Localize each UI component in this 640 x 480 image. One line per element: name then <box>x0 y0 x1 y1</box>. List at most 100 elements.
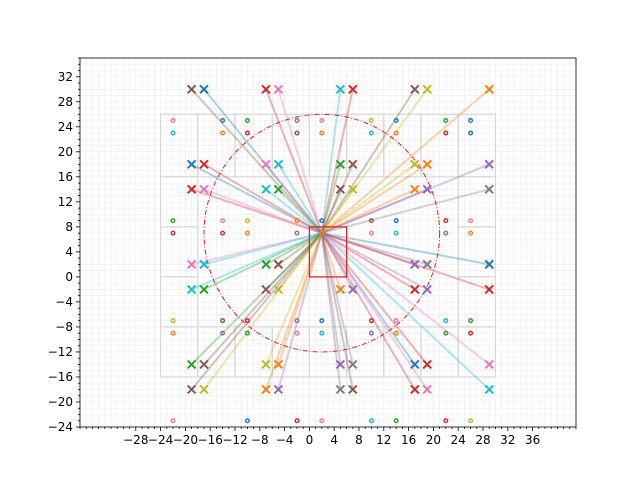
x-marker <box>422 384 432 395</box>
dot-marker <box>443 418 449 424</box>
ray-line <box>265 232 323 266</box>
x-marker <box>422 184 432 195</box>
ray-line <box>320 232 416 366</box>
x-marker <box>348 359 358 370</box>
x-marker <box>199 359 209 370</box>
x-tick-label: −4 <box>276 433 294 447</box>
y-tick-label: −12 <box>48 345 73 359</box>
dot-marker <box>294 330 300 336</box>
dot-marker <box>443 230 449 236</box>
x-marker <box>199 159 209 170</box>
dot-marker <box>294 130 300 136</box>
ray-line <box>321 232 490 266</box>
dot-marker <box>244 130 250 136</box>
markers <box>170 84 494 424</box>
origin-rectangle <box>308 226 348 278</box>
x-marker <box>261 359 271 370</box>
dot-marker <box>468 218 474 224</box>
ray-line <box>203 188 323 235</box>
ray-line <box>321 163 416 234</box>
dot-marker <box>319 118 325 124</box>
x-marker <box>484 184 494 195</box>
ray-line <box>277 232 323 266</box>
ray-line <box>321 232 428 266</box>
ray-line <box>320 232 342 365</box>
x-marker <box>261 84 271 94</box>
ray-line <box>320 89 342 234</box>
x-marker <box>484 359 494 370</box>
x-tick-label: −24 <box>148 433 173 447</box>
dot-marker <box>468 418 474 424</box>
dot-marker <box>393 230 399 236</box>
x-marker <box>186 159 197 170</box>
dot-marker <box>220 130 226 136</box>
y-tick-label: 12 <box>58 195 73 209</box>
x-marker <box>261 259 271 270</box>
x-marker <box>199 284 209 295</box>
x-marker <box>186 359 197 370</box>
dot-marker <box>244 230 250 236</box>
x-marker <box>273 384 284 395</box>
x-marker <box>348 184 358 195</box>
ray-line <box>321 232 428 291</box>
x-marker <box>199 384 209 395</box>
x-marker <box>410 359 420 370</box>
ray-line <box>277 232 323 291</box>
x-marker <box>273 259 284 270</box>
x-tick-label: 32 <box>500 433 515 447</box>
dot-marker <box>170 318 176 324</box>
dot-marker <box>170 230 176 236</box>
cell-boxes <box>160 113 497 378</box>
ray-line <box>190 88 323 234</box>
ray-line <box>321 188 490 235</box>
ray-line <box>277 88 323 234</box>
dot-marker <box>220 330 226 336</box>
x-marker <box>348 84 358 94</box>
dot-marker <box>294 218 300 224</box>
x-marker <box>186 259 197 270</box>
x-tick-label: 28 <box>475 433 490 447</box>
ray-line <box>265 163 323 234</box>
ray-line <box>203 163 323 234</box>
ray-line <box>321 88 490 234</box>
x-axis: −28 −24 −20 −16 −12 −8 −4 0 4 8 12 16 20 24 28 32 36 <box>79 427 577 447</box>
dot-marker <box>220 230 226 236</box>
y-tick-label: −20 <box>48 395 73 409</box>
dot-marker <box>468 130 474 136</box>
dot-marker <box>468 230 474 236</box>
dot-marker <box>294 318 300 324</box>
dot-marker <box>319 318 325 324</box>
x-marker <box>199 259 209 270</box>
x-marker <box>261 159 271 170</box>
ray-line <box>320 163 354 234</box>
dot-marker <box>443 330 449 336</box>
dot-marker <box>319 330 325 336</box>
x-marker <box>484 384 494 395</box>
y-axis: −24 −20 −16 −12 −8 −4 0 4 8 12 16 20 24 28 32 <box>48 57 80 434</box>
dot-marker <box>393 118 399 124</box>
x-marker <box>335 184 346 195</box>
x-marker <box>273 359 284 370</box>
x-marker <box>186 84 197 94</box>
dot-marker <box>244 218 250 224</box>
ray-line <box>321 232 490 391</box>
ray-line <box>277 163 323 234</box>
ray-line <box>321 163 428 234</box>
ray-line <box>320 232 354 290</box>
y-tick-label: 32 <box>58 70 73 84</box>
ray-line <box>321 188 416 235</box>
ray-line <box>320 233 342 390</box>
dot-marker <box>468 330 474 336</box>
y-tick-label: 4 <box>65 245 73 259</box>
x-marker <box>484 284 494 295</box>
x-tick-label: 12 <box>376 433 391 447</box>
dot-marker <box>443 218 449 224</box>
dot-marker <box>220 218 226 224</box>
x-tick-label: −12 <box>222 433 247 447</box>
dot-marker <box>294 118 300 124</box>
dot-marker <box>294 418 300 424</box>
ray-line <box>320 232 354 365</box>
dot-marker <box>170 418 176 424</box>
dot-marker <box>294 230 300 236</box>
ray-line <box>191 163 323 235</box>
